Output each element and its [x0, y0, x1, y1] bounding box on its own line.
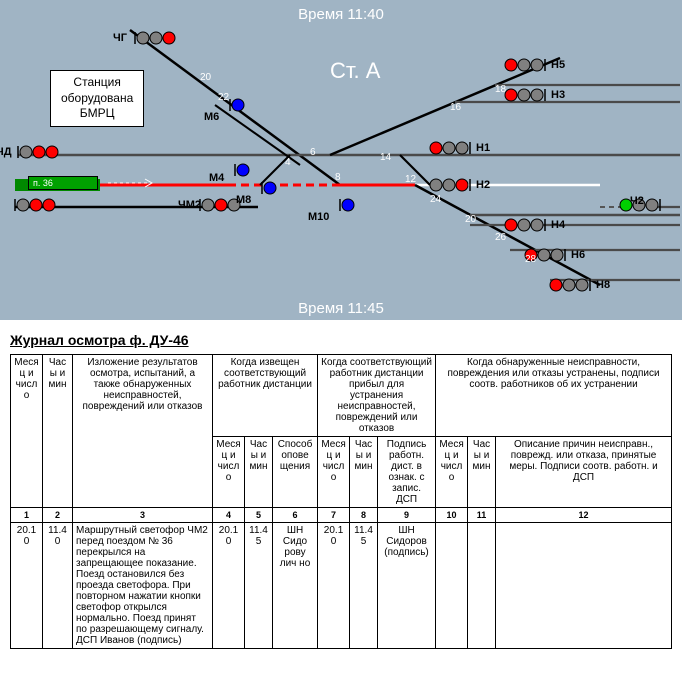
cn11: 11 — [468, 508, 496, 523]
hdr-g4: Когда извещен соответствующий работник д… — [213, 355, 318, 437]
hdr-time: Часы и мин — [43, 355, 73, 508]
track-number: 22 — [218, 92, 230, 103]
track-diagram: Время 11:40 Станция оборудована БМРЦ Ст.… — [0, 0, 682, 320]
hdr-g5: Когда соответствующий работник дистанции… — [318, 355, 436, 437]
cell-c4: 20.10 — [213, 523, 245, 649]
signal-H3 — [505, 89, 545, 101]
cell-c11 — [468, 523, 496, 649]
signal-label-H2: Н2 — [476, 179, 490, 191]
track-number: 14 — [380, 152, 392, 163]
cell-c6: ШН Сидо рову лич но — [273, 523, 318, 649]
table-row: 20.10 11.40 Маршрутный светофор ЧМ2 пере… — [11, 523, 672, 649]
journal-section: Журнал осмотра ф. ДУ-46 Месяц и число Ча… — [0, 320, 682, 659]
sh-g6-0: Месяц и число — [436, 437, 468, 508]
cn9: 9 — [378, 508, 436, 523]
track-number: 26 — [495, 232, 507, 243]
signal-M10 — [340, 199, 354, 211]
track-svg: 20 22 4 6 14 16 18 8 12 24 20 26 28 — [0, 0, 682, 320]
signal-M6 — [230, 99, 244, 111]
cell-c8: 11.45 — [350, 523, 378, 649]
signal-label-ChD: ЧД — [0, 146, 12, 158]
cell-c5: 11.45 — [245, 523, 273, 649]
cell-c3: Маршрутный светофор ЧМ2 перед поездом № … — [73, 523, 213, 649]
signal-label-H8: Н8 — [596, 279, 610, 291]
cell-c12 — [496, 523, 672, 649]
signal-label-M10: М10 — [308, 211, 329, 223]
track-number: 24 — [430, 194, 442, 205]
signal-H2 — [430, 179, 470, 191]
track-number: 12 — [405, 174, 417, 185]
cell-c9: ШН Сидоров (подпись) — [378, 523, 436, 649]
cn5: 5 — [245, 508, 273, 523]
signal-Ch — [15, 199, 55, 211]
signal-label-M8: М8 — [236, 194, 251, 206]
train-indicator: п. 36 — [28, 176, 98, 190]
signal-label-H1: Н1 — [476, 142, 490, 154]
signal-label-Ch: Ч — [0, 199, 1, 211]
signal-ChG — [135, 32, 175, 44]
track-number: 20 — [465, 214, 477, 225]
track-number: 8 — [335, 172, 341, 183]
signal-H4 — [505, 219, 545, 231]
cn2: 2 — [43, 508, 73, 523]
cell-c1: 20.10 — [11, 523, 43, 649]
sh-g6-1: Часы и мин — [468, 437, 496, 508]
cn12: 12 — [496, 508, 672, 523]
track-number: 16 — [450, 102, 462, 113]
journal-table: Месяц и число Часы и мин Изложение резул… — [10, 354, 672, 649]
cell-c7: 20.10 — [318, 523, 350, 649]
header-row-1: Месяц и число Часы и мин Изложение резул… — [11, 355, 672, 437]
signal-label-H3: Н3 — [551, 89, 565, 101]
cell-c2: 11.40 — [43, 523, 73, 649]
cell-c10 — [436, 523, 468, 649]
signal-label-Ch2: Ч2 — [630, 195, 644, 207]
colnum-row: 1 2 3 4 5 6 7 8 9 10 11 12 — [11, 508, 672, 523]
signal-M4 — [235, 164, 249, 176]
signal-H8 — [550, 279, 590, 291]
cn1: 1 — [11, 508, 43, 523]
sh-g6-2: Описание причин неисправн., поврежд. или… — [496, 437, 672, 508]
sh-g5-0: Месяц и число — [318, 437, 350, 508]
signal-label-ChM2: ЧМ2 — [178, 199, 201, 211]
signal-label-M4: М4 — [209, 172, 224, 184]
cn8: 8 — [350, 508, 378, 523]
signal-label-H5: Н5 — [551, 59, 565, 71]
signal-H1 — [430, 142, 470, 154]
signal-M8 — [262, 182, 276, 194]
signal-label-H4: Н4 — [551, 219, 565, 231]
cn10: 10 — [436, 508, 468, 523]
time-bottom: Время 11:45 — [298, 300, 384, 317]
track-number: 18 — [495, 84, 507, 95]
cn6: 6 — [273, 508, 318, 523]
sh-g5-2: Подпись работн. дист. в ознак. с запис. … — [378, 437, 436, 508]
signal-ChD — [18, 146, 58, 158]
sh-g4-2: Способ опове щения — [273, 437, 318, 508]
hdr-g6: Когда обнаруженные неисправности, повреж… — [436, 355, 672, 437]
track-number: 28 — [525, 254, 537, 265]
hdr-month: Месяц и число — [11, 355, 43, 508]
hdr-desc: Изложение результатов осмотра, испытаний… — [73, 355, 213, 508]
cn7: 7 — [318, 508, 350, 523]
sh-g4-1: Часы и мин — [245, 437, 273, 508]
track-number: 4 — [285, 157, 291, 168]
cn3: 3 — [73, 508, 213, 523]
signal-H5 — [505, 59, 545, 71]
signal-ChM2 — [200, 199, 240, 211]
track-number: 6 — [310, 147, 316, 158]
signal-label-ChG: ЧГ — [113, 32, 127, 44]
journal-title: Журнал осмотра ф. ДУ-46 — [10, 332, 672, 348]
track-number: 20 — [200, 72, 212, 83]
sh-g4-0: Месяц и число — [213, 437, 245, 508]
signal-label-H6: Н6 — [571, 249, 585, 261]
signal-label-M6: М6 — [204, 111, 219, 123]
cn4: 4 — [213, 508, 245, 523]
sh-g5-1: Часы и мин — [350, 437, 378, 508]
